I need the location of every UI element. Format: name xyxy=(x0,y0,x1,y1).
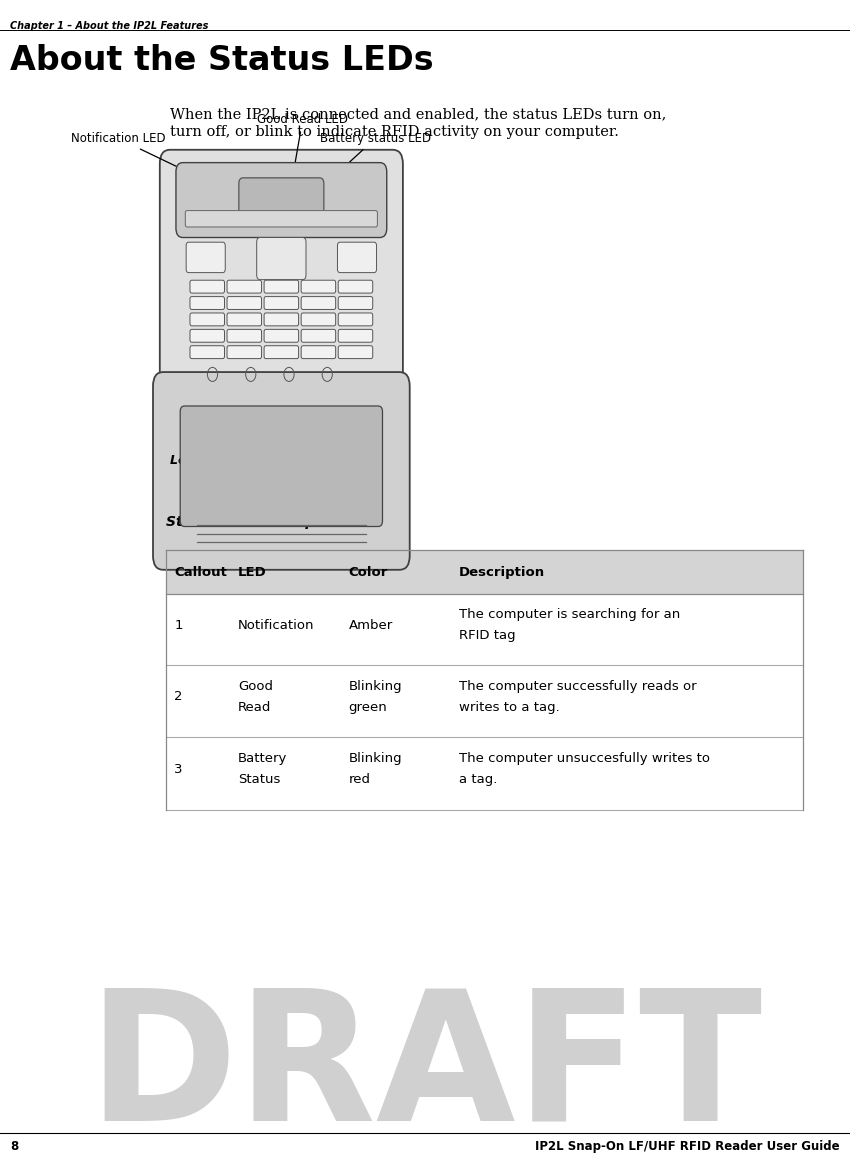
FancyBboxPatch shape xyxy=(301,281,336,294)
FancyBboxPatch shape xyxy=(301,314,336,326)
Text: The computer is searching for an: The computer is searching for an xyxy=(459,608,680,621)
Text: The computer unsuccesfully writes to: The computer unsuccesfully writes to xyxy=(459,752,710,765)
FancyBboxPatch shape xyxy=(186,242,225,273)
FancyBboxPatch shape xyxy=(338,297,372,310)
Text: Read: Read xyxy=(238,701,271,714)
Text: Location of the Status LEDs: Location of the Status LEDs xyxy=(170,454,366,467)
Text: The computer successfully reads or: The computer successfully reads or xyxy=(459,680,697,693)
FancyBboxPatch shape xyxy=(185,211,377,227)
Text: Status LED Descriptions: Status LED Descriptions xyxy=(166,515,354,529)
FancyBboxPatch shape xyxy=(190,330,224,342)
FancyBboxPatch shape xyxy=(338,346,372,358)
FancyBboxPatch shape xyxy=(190,346,224,358)
Text: IP2L Snap-On LF/UHF RFID Reader User Guide: IP2L Snap-On LF/UHF RFID Reader User Gui… xyxy=(536,1140,840,1152)
FancyBboxPatch shape xyxy=(227,330,262,342)
Text: 8: 8 xyxy=(10,1140,19,1152)
Text: red: red xyxy=(348,773,371,786)
FancyBboxPatch shape xyxy=(153,372,410,570)
FancyBboxPatch shape xyxy=(227,314,262,326)
Text: Status: Status xyxy=(238,773,280,786)
Text: Good: Good xyxy=(238,680,273,693)
Text: Good Read LED: Good Read LED xyxy=(257,113,348,191)
Text: Battery status LED: Battery status LED xyxy=(309,132,431,199)
Text: 2: 2 xyxy=(174,690,183,703)
Text: 1: 1 xyxy=(174,619,183,632)
FancyBboxPatch shape xyxy=(227,297,262,310)
FancyBboxPatch shape xyxy=(264,314,298,326)
FancyBboxPatch shape xyxy=(180,406,382,526)
FancyBboxPatch shape xyxy=(264,297,298,310)
Text: Notification: Notification xyxy=(238,619,314,632)
FancyBboxPatch shape xyxy=(257,238,306,280)
Text: turn off, or blink to indicate RFID activity on your computer.: turn off, or blink to indicate RFID acti… xyxy=(170,125,619,139)
Text: About the Status LEDs: About the Status LEDs xyxy=(10,44,434,77)
Text: Chapter 1 – About the IP2L Features: Chapter 1 – About the IP2L Features xyxy=(10,21,208,32)
FancyBboxPatch shape xyxy=(239,178,324,219)
Text: Notification LED: Notification LED xyxy=(71,132,246,200)
Bar xyxy=(166,737,803,810)
FancyBboxPatch shape xyxy=(264,330,298,342)
Text: Callout: Callout xyxy=(174,565,227,579)
Text: Battery: Battery xyxy=(238,752,287,765)
FancyBboxPatch shape xyxy=(338,314,372,326)
Text: Description: Description xyxy=(459,565,545,579)
Text: 3: 3 xyxy=(174,763,183,776)
FancyBboxPatch shape xyxy=(301,346,336,358)
FancyBboxPatch shape xyxy=(190,314,224,326)
Bar xyxy=(166,550,803,594)
Text: a tag.: a tag. xyxy=(459,773,497,786)
Text: writes to a tag.: writes to a tag. xyxy=(459,701,560,714)
FancyBboxPatch shape xyxy=(338,330,372,342)
Text: When the IP2L is connected and enabled, the status LEDs turn on,: When the IP2L is connected and enabled, … xyxy=(170,108,666,122)
Text: DRAFT: DRAFT xyxy=(88,983,762,1158)
Text: Color: Color xyxy=(348,565,388,579)
Text: LED: LED xyxy=(238,565,267,579)
Text: Blinking: Blinking xyxy=(348,680,402,693)
FancyBboxPatch shape xyxy=(190,297,224,310)
Text: Amber: Amber xyxy=(348,619,393,632)
FancyBboxPatch shape xyxy=(190,281,224,294)
Bar xyxy=(166,665,803,737)
FancyBboxPatch shape xyxy=(338,281,372,294)
Text: green: green xyxy=(348,701,388,714)
FancyBboxPatch shape xyxy=(264,281,298,294)
FancyBboxPatch shape xyxy=(301,297,336,310)
FancyBboxPatch shape xyxy=(337,242,377,273)
Text: Blinking: Blinking xyxy=(348,752,402,765)
Bar xyxy=(166,594,803,665)
FancyBboxPatch shape xyxy=(176,163,387,238)
FancyBboxPatch shape xyxy=(264,346,298,358)
FancyBboxPatch shape xyxy=(301,330,336,342)
FancyBboxPatch shape xyxy=(227,281,262,294)
FancyBboxPatch shape xyxy=(160,150,403,400)
Text: RFID tag: RFID tag xyxy=(459,629,516,642)
FancyBboxPatch shape xyxy=(227,346,262,358)
